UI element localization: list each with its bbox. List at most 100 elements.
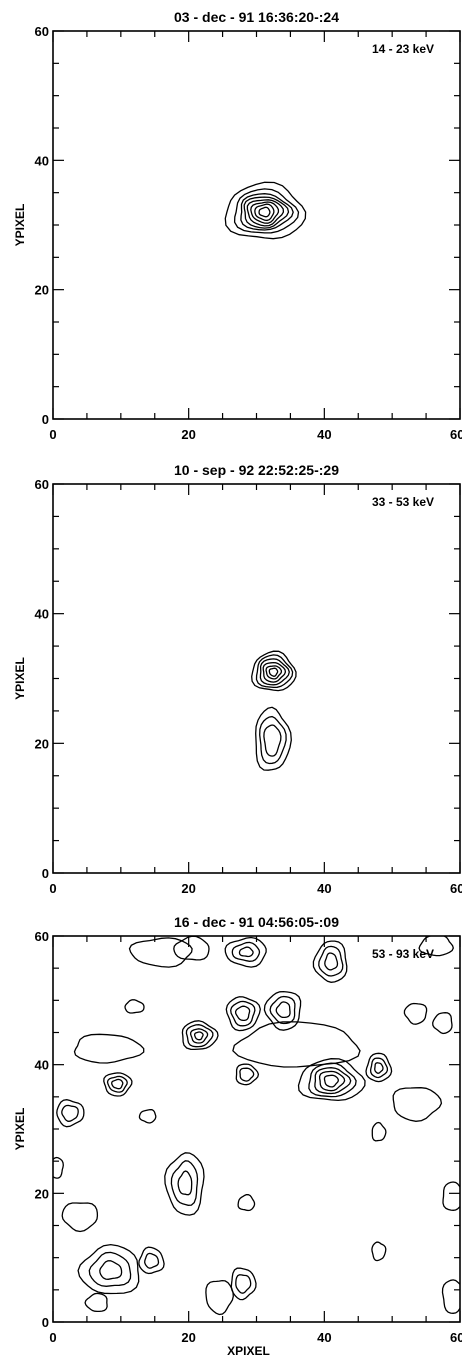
contour-line bbox=[268, 667, 279, 677]
contour-line bbox=[234, 1005, 251, 1022]
contour-line bbox=[371, 1241, 387, 1262]
contour-line bbox=[251, 650, 297, 692]
contour-line bbox=[235, 1274, 252, 1294]
contour-panel-3: 0 20 40 60 0 20 40 60 16 - dec - 91 04:56:05-:09… bbox=[13, 914, 462, 1358]
y-tick-label: 20 bbox=[35, 736, 49, 751]
contour-line bbox=[231, 941, 261, 962]
contour-line bbox=[250, 201, 280, 224]
contour-line bbox=[312, 940, 348, 983]
contour-line bbox=[269, 995, 296, 1025]
contours bbox=[53, 936, 460, 1316]
energy-label: 33 - 53 keV bbox=[372, 495, 434, 509]
contour-line bbox=[77, 1243, 140, 1295]
contour-line bbox=[243, 196, 290, 229]
panel-title: 10 - sep - 92 22:52:25-:29 bbox=[174, 462, 339, 478]
contour-line bbox=[275, 1001, 291, 1019]
contour-line bbox=[259, 658, 290, 686]
contour-line bbox=[99, 1260, 123, 1280]
contour-line bbox=[318, 945, 344, 977]
y-tick-label: 20 bbox=[35, 1186, 49, 1201]
contour-line bbox=[371, 1121, 387, 1142]
y-tick-label: 0 bbox=[42, 412, 49, 427]
contour-line bbox=[239, 1067, 255, 1082]
contour-line bbox=[84, 1292, 108, 1313]
y-tick-label: 0 bbox=[42, 866, 49, 881]
y-tick-label: 60 bbox=[35, 929, 49, 944]
contour-line bbox=[318, 1070, 346, 1092]
y-tick-label: 60 bbox=[35, 477, 49, 492]
contour-line bbox=[106, 1075, 128, 1093]
contour-line bbox=[61, 1104, 79, 1122]
contour-line bbox=[374, 1062, 384, 1074]
contour-line bbox=[246, 199, 285, 227]
contour-line bbox=[258, 206, 271, 218]
panel-title: 03 - dec - 91 16:36:20-:24 bbox=[174, 9, 339, 25]
contour-line bbox=[254, 203, 275, 222]
contour-line bbox=[369, 1057, 389, 1079]
contour-line bbox=[324, 952, 339, 971]
contour-line bbox=[365, 1052, 393, 1083]
contour-panel-2: 0 20 40 60 0 20 40 60 10 - sep - 92 22:52:25-:29… bbox=[13, 462, 462, 896]
y-axis-label: YPIXEL bbox=[13, 204, 27, 247]
y-tick-label: 0 bbox=[42, 1315, 49, 1330]
contour-line bbox=[263, 724, 282, 757]
contour-line bbox=[88, 1251, 132, 1287]
y-tick-label: 40 bbox=[35, 607, 49, 622]
contour-line bbox=[224, 181, 307, 240]
contour-line bbox=[230, 1000, 256, 1027]
y-tick-label: 40 bbox=[35, 153, 49, 168]
x-tick-label: 0 bbox=[49, 1330, 56, 1345]
x-tick-label: 0 bbox=[49, 427, 56, 442]
contour-line bbox=[138, 1246, 165, 1275]
panel-title: 16 - dec - 91 04:56:05-:09 bbox=[174, 914, 339, 930]
contour-line bbox=[177, 1170, 193, 1196]
contour-line bbox=[265, 665, 283, 680]
contour-line bbox=[442, 1181, 460, 1211]
contour-line bbox=[164, 1152, 205, 1216]
y-tick-label: 40 bbox=[35, 1058, 49, 1073]
contour-line bbox=[432, 1012, 453, 1035]
energy-label: 53 - 93 keV bbox=[372, 947, 434, 961]
contour-line bbox=[235, 1063, 260, 1086]
x-tick-label: 20 bbox=[181, 881, 195, 896]
y-tick-label: 20 bbox=[35, 283, 49, 298]
contour-line bbox=[403, 1002, 428, 1025]
plot-frame bbox=[52, 935, 461, 1323]
contour-line bbox=[237, 1194, 256, 1212]
x-tick-label: 20 bbox=[181, 427, 195, 442]
contours bbox=[251, 650, 297, 771]
x-tick-label: 60 bbox=[450, 427, 462, 442]
contour-line bbox=[205, 1279, 234, 1316]
contour-line bbox=[138, 1108, 157, 1124]
contour-line bbox=[240, 193, 294, 231]
contour-line bbox=[61, 1202, 99, 1233]
contour-line bbox=[238, 946, 254, 958]
contour-line bbox=[392, 1087, 443, 1122]
contour-line bbox=[56, 1099, 85, 1128]
y-axis-label: YPIXEL bbox=[13, 1108, 27, 1151]
contour-line bbox=[308, 1062, 357, 1098]
contour-line bbox=[193, 1031, 204, 1041]
plot-frame bbox=[52, 30, 461, 420]
x-tick-label: 20 bbox=[181, 1330, 195, 1345]
contour-line bbox=[225, 996, 261, 1032]
x-tick-label: 40 bbox=[317, 881, 331, 896]
x-tick-label: 60 bbox=[450, 881, 462, 896]
contour-line bbox=[262, 661, 287, 683]
contour-line bbox=[189, 1028, 209, 1044]
contour-line bbox=[124, 999, 145, 1014]
y-tick-label: 60 bbox=[35, 24, 49, 39]
contour-line bbox=[73, 1033, 145, 1064]
contour-line bbox=[103, 1072, 133, 1097]
contour-line bbox=[185, 1024, 214, 1048]
contour-line bbox=[255, 706, 292, 771]
y-axis-label: YPIXEL bbox=[13, 657, 27, 700]
contour-line bbox=[230, 1267, 257, 1301]
contour-line bbox=[170, 1160, 199, 1206]
contour-line bbox=[259, 715, 287, 765]
x-axis-label: XPIXEL bbox=[227, 1344, 270, 1358]
contour-line bbox=[233, 188, 300, 234]
contour-line bbox=[323, 1074, 339, 1088]
x-tick-label: 60 bbox=[450, 1330, 462, 1345]
